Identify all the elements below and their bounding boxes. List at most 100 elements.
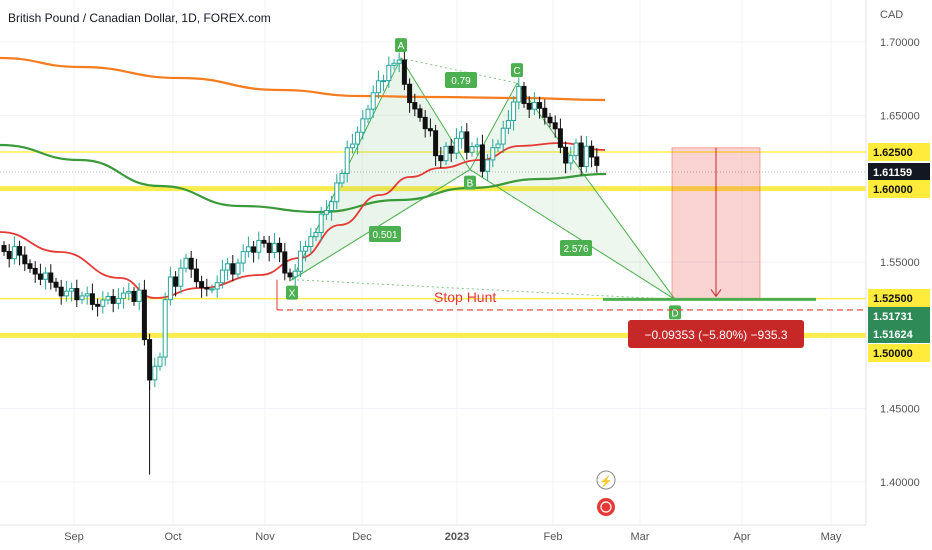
candle[interactable]: [542, 99, 548, 125]
candle[interactable]: [594, 148, 600, 173]
pattern-triangle-xab[interactable]: [290, 57, 471, 281]
candle[interactable]: [136, 282, 142, 311]
pattern-point-a[interactable]: A: [395, 38, 407, 53]
candle[interactable]: [287, 268, 293, 282]
candle[interactable]: [126, 282, 132, 301]
pattern-point-x[interactable]: X: [286, 285, 298, 300]
candle[interactable]: [396, 52, 402, 73]
candle[interactable]: [58, 279, 64, 305]
candles[interactable]: [1, 49, 600, 475]
candle[interactable]: [167, 266, 173, 306]
candle[interactable]: [193, 258, 199, 288]
candle[interactable]: [188, 251, 194, 278]
candle[interactable]: [526, 96, 532, 118]
candle[interactable]: [43, 267, 49, 290]
pattern-point-b[interactable]: B: [464, 175, 476, 190]
candle[interactable]: [323, 200, 329, 221]
candle[interactable]: [381, 74, 387, 92]
candle[interactable]: [121, 287, 127, 309]
candle[interactable]: [495, 139, 501, 153]
candle[interactable]: [578, 135, 584, 176]
measure-label[interactable]: −0.09353 (−5.80%) −935.3: [628, 320, 804, 348]
candle[interactable]: [292, 263, 298, 286]
candle[interactable]: [386, 56, 392, 88]
candle[interactable]: [115, 288, 121, 310]
candle[interactable]: [266, 235, 272, 262]
price-label[interactable]: 1.51731: [868, 307, 930, 325]
candle[interactable]: [583, 136, 589, 173]
candle[interactable]: [32, 261, 38, 283]
candle[interactable]: [6, 244, 12, 268]
candle[interactable]: [433, 124, 439, 166]
candle[interactable]: [157, 352, 163, 371]
candle[interactable]: [22, 246, 28, 272]
candle[interactable]: [209, 284, 215, 294]
candle[interactable]: [516, 77, 522, 110]
candle[interactable]: [552, 115, 558, 138]
price-label[interactable]: 1.62500: [868, 143, 930, 161]
candle[interactable]: [63, 280, 69, 302]
candle[interactable]: [563, 141, 569, 174]
candle[interactable]: [297, 240, 303, 278]
candle[interactable]: [464, 123, 470, 160]
candle[interactable]: [417, 104, 423, 122]
candle[interactable]: [100, 291, 106, 314]
price-label[interactable]: 1.50000: [868, 344, 930, 362]
candle[interactable]: [173, 271, 179, 297]
event-icons[interactable]: ⚡: [596, 470, 616, 516]
time-axis[interactable]: Sep Oct Nov Dec 2023 Feb Mar Apr May: [0, 524, 866, 543]
candle[interactable]: [84, 286, 90, 305]
candle[interactable]: [485, 154, 491, 182]
candle[interactable]: [105, 292, 111, 305]
candle[interactable]: [412, 93, 418, 117]
candle[interactable]: [511, 96, 517, 131]
candle[interactable]: [308, 227, 314, 254]
candle[interactable]: [453, 128, 459, 160]
candle[interactable]: [448, 138, 454, 162]
candle[interactable]: [547, 112, 553, 128]
candle[interactable]: [459, 126, 465, 149]
earnings-icon[interactable]: [597, 498, 615, 516]
candle[interactable]: [53, 277, 59, 292]
price-axis[interactable]: CAD 1.40000 1.45000 1.50000 1.55000 1.60000 1.…: [865, 0, 932, 550]
candle[interactable]: [474, 137, 480, 156]
candle[interactable]: [557, 118, 563, 154]
pattern-point-c[interactable]: C: [511, 63, 523, 78]
candle[interactable]: [74, 279, 80, 308]
candle[interactable]: [95, 298, 101, 317]
candle[interactable]: [334, 174, 340, 210]
candle[interactable]: [230, 254, 236, 282]
candle[interactable]: [318, 206, 324, 242]
candle[interactable]: [422, 110, 428, 138]
pattern-ratio[interactable]: 2.576: [560, 240, 592, 256]
candle[interactable]: [344, 140, 350, 183]
candle[interactable]: [11, 236, 17, 265]
candle[interactable]: [589, 140, 595, 168]
candle[interactable]: [141, 279, 147, 346]
candle[interactable]: [204, 278, 210, 297]
candle[interactable]: [375, 70, 381, 99]
candle[interactable]: [110, 289, 116, 313]
candle[interactable]: [48, 264, 54, 290]
candle[interactable]: [282, 243, 288, 281]
candle[interactable]: [89, 283, 95, 311]
candle[interactable]: [479, 134, 485, 178]
candle[interactable]: [303, 240, 309, 262]
candle[interactable]: [329, 195, 335, 221]
candle[interactable]: [438, 146, 444, 168]
candle[interactable]: [505, 110, 511, 135]
candle[interactable]: [365, 104, 371, 124]
candle[interactable]: [245, 236, 251, 258]
candle[interactable]: [17, 240, 23, 266]
candle[interactable]: [131, 287, 137, 306]
candle[interactable]: [251, 241, 257, 263]
candle[interactable]: [235, 258, 241, 279]
candle[interactable]: [568, 146, 574, 171]
lightning-icon[interactable]: [596, 470, 616, 490]
candle[interactable]: [69, 282, 75, 302]
candle[interactable]: [271, 233, 277, 259]
price-label[interactable]: 1.60000: [868, 180, 930, 198]
candle[interactable]: [152, 357, 158, 388]
